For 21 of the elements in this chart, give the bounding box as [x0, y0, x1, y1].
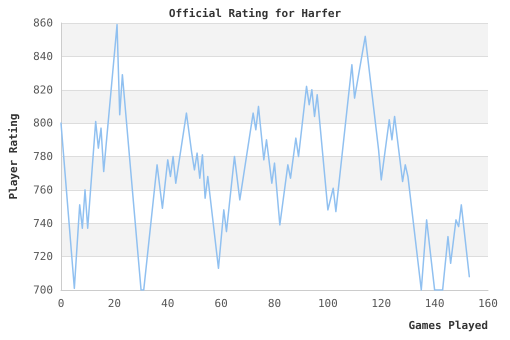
x-tick-label: 140 [424, 297, 445, 310]
x-tick-label: 120 [371, 297, 392, 310]
y-tick-label: 860 [33, 16, 53, 30]
y-tick-label: 700 [33, 284, 53, 296]
y-tick-label: 760 [33, 183, 53, 196]
y-tick-label: 740 [33, 216, 53, 230]
chart-title: Official Rating for Harfer [168, 7, 342, 20]
x-tick-label: 60 [214, 297, 228, 310]
y-tick-label: 780 [33, 150, 53, 163]
y-tick-label: 800 [33, 116, 53, 130]
x-tick-label: 20 [108, 297, 121, 310]
x-tick-label: 40 [161, 297, 174, 310]
x-axis-title: Games Played [408, 319, 488, 332]
x-tick-label: 80 [268, 297, 282, 310]
x-tick-label: 100 [318, 297, 338, 310]
y-axis-title: Player Rating [7, 113, 20, 200]
y-tick-label: 720 [33, 250, 53, 264]
y-tick-label: 820 [33, 83, 53, 96]
y-tick-label: 840 [33, 50, 53, 63]
x-tick-label: 160 [478, 297, 498, 310]
x-tick-label: 0 [58, 297, 64, 310]
